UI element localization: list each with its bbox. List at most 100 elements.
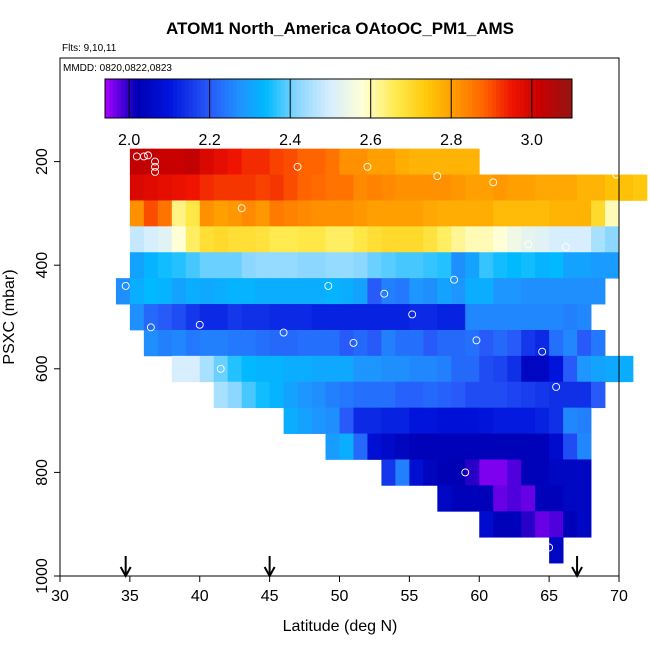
heatmap-cell xyxy=(423,200,438,227)
colorbar-segment xyxy=(172,79,178,118)
colorbar-tick-label: 2.8 xyxy=(440,132,462,149)
heatmap-cell xyxy=(549,485,564,512)
heatmap-cell xyxy=(339,433,354,460)
heatmap-cell xyxy=(353,148,368,175)
x-axis-label: Latitude (deg N) xyxy=(283,618,398,635)
heatmap-cell xyxy=(381,252,396,279)
colorbar-segment xyxy=(236,79,242,118)
heatmap-cell xyxy=(521,252,536,279)
observation-point xyxy=(408,310,417,319)
heatmap-cell xyxy=(451,252,466,279)
heatmap-cell xyxy=(283,381,298,409)
heatmap-cell xyxy=(339,278,354,305)
colorbar-segment xyxy=(348,79,353,118)
colorbar-segment xyxy=(328,79,334,118)
heatmap-cell xyxy=(255,304,271,331)
heatmap-cell xyxy=(437,381,452,409)
colorbar-segment xyxy=(216,79,222,118)
heatmap-cell xyxy=(311,304,326,331)
heatmap-cell xyxy=(591,174,606,201)
heatmap-cell xyxy=(493,278,508,305)
heatmap-cell xyxy=(129,226,145,253)
heatmap-cell xyxy=(451,304,466,331)
colorbar-segment xyxy=(388,79,393,118)
colorbar-segment xyxy=(268,79,274,118)
colorbar-segment xyxy=(128,79,134,118)
colorbar-segment xyxy=(120,79,126,118)
heatmap-cell xyxy=(605,200,620,227)
heatmap-cell xyxy=(297,407,312,434)
heatmap-cell xyxy=(339,148,354,175)
heatmap-cell xyxy=(171,226,187,253)
heatmap-cell xyxy=(479,174,494,201)
heatmap-cell xyxy=(437,304,452,331)
heatmap-cell xyxy=(409,433,424,460)
observation-point xyxy=(380,289,389,298)
colorbar-segment xyxy=(440,79,445,118)
heatmap-cell xyxy=(577,407,592,434)
x-tick-label: 45 xyxy=(261,588,279,605)
heatmap-cell xyxy=(549,381,564,409)
heatmap-cell xyxy=(423,148,438,175)
x-tick-label: 50 xyxy=(331,588,349,605)
heatmap-cell xyxy=(563,407,578,434)
heatmap-cell xyxy=(339,226,354,253)
colorbar-segment xyxy=(112,79,118,118)
heatmap-cell xyxy=(563,278,578,305)
heatmap-cell xyxy=(521,355,536,383)
heatmap-cell xyxy=(451,459,466,486)
y-tick-label: 200 xyxy=(34,148,51,175)
colorbar-segment xyxy=(536,79,541,118)
heatmap-cell xyxy=(591,252,606,279)
heatmap-cell xyxy=(339,174,354,201)
heatmap-cell xyxy=(535,226,550,253)
heatmap-cell xyxy=(605,355,620,383)
heatmap-cell xyxy=(395,355,410,383)
heatmap-cell xyxy=(297,381,312,409)
colorbar-segment xyxy=(364,79,369,118)
colorbar-segment xyxy=(304,79,310,118)
colorbar-segment xyxy=(176,79,182,118)
x-tick-label: 30 xyxy=(51,588,69,605)
heatmap-cell xyxy=(395,381,410,409)
observation-point xyxy=(121,281,130,290)
heatmap-cell xyxy=(255,278,271,305)
colorbar-segment xyxy=(308,79,314,118)
heatmap-cell xyxy=(381,278,396,305)
heatmap-cell xyxy=(129,278,145,305)
heatmap-cell xyxy=(283,407,298,434)
heatmap-cell xyxy=(423,252,438,279)
heatmap-cell xyxy=(311,329,326,357)
colorbar-segment xyxy=(256,79,262,118)
heatmap-cell xyxy=(451,278,466,305)
colorbar-segment xyxy=(436,79,441,118)
heatmap xyxy=(115,148,648,564)
colorbar-segment xyxy=(516,79,521,118)
heatmap-cell xyxy=(563,329,578,357)
heatmap-cell xyxy=(269,252,285,279)
heatmap-cell xyxy=(479,459,494,486)
heatmap-cell xyxy=(367,226,382,253)
observation-point xyxy=(489,178,498,187)
heatmap-cell xyxy=(185,355,201,383)
heatmap-cell xyxy=(437,433,452,460)
heatmap-cell xyxy=(423,304,438,331)
heatmap-cell xyxy=(311,278,326,305)
heatmap-cell xyxy=(465,433,480,460)
heatmap-cell xyxy=(367,355,382,383)
heatmap-cell xyxy=(143,174,159,201)
heatmap-cell xyxy=(451,407,466,434)
colorbar-segment xyxy=(528,79,533,118)
heatmap-cell xyxy=(535,381,550,409)
heatmap-cell xyxy=(171,148,187,175)
heatmap-cell xyxy=(283,329,298,357)
heatmap-cell xyxy=(549,355,564,383)
heatmap-cell xyxy=(269,329,285,357)
heatmap-cell xyxy=(493,433,508,460)
heatmap-cell xyxy=(521,459,536,486)
heatmap-cell xyxy=(423,459,438,486)
dates-label: MMDD: 0820,0822,0823 xyxy=(63,63,172,74)
heatmap-cell xyxy=(493,252,508,279)
heatmap-cell xyxy=(507,252,522,279)
heatmap-cell xyxy=(395,252,410,279)
